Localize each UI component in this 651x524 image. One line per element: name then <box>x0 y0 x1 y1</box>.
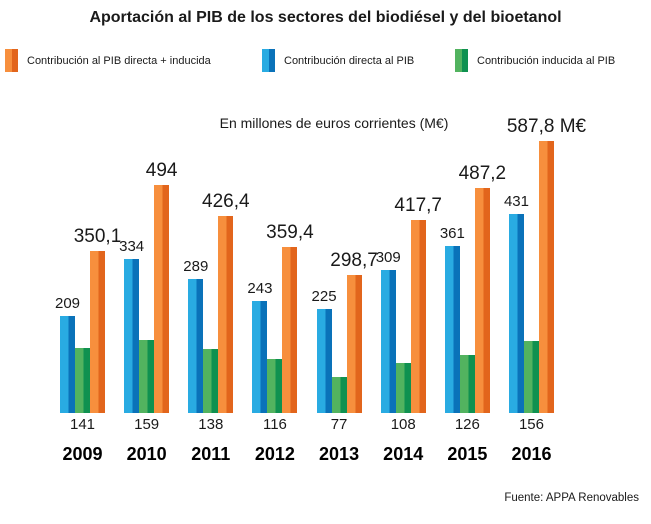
bar-directa-mas-inducida-2013 <box>346 275 362 413</box>
legend-swatch-blue-icon <box>262 49 275 72</box>
bar-directa-2016 <box>508 214 524 413</box>
bar-inducida-2016 <box>523 341 539 413</box>
year-label-2010: 2010 <box>126 444 167 464</box>
bar-directa-2011 <box>188 279 204 413</box>
bar-group-2009: 209 141 350,1 2009 <box>55 140 121 464</box>
bar-group-2012: 243 116 359,4 2012 <box>247 140 313 464</box>
bar-directa-2014 <box>380 270 396 413</box>
bar-group-2014: 309 108 417,7 2014 <box>376 140 442 464</box>
source-note: Fuente: APPA Renovables <box>504 492 639 504</box>
chart-title: Aportación al PIB de los sectores del bi… <box>89 9 562 26</box>
value-label-directa-2016: 431 <box>503 193 529 210</box>
legend-label-total: Contribución al PIB directa + inducida <box>27 54 211 67</box>
value-label-directa-mas-inducida-2009: 350,1 <box>73 226 122 247</box>
plot-area: 209 141 350,1 2009 334 159 494 2010 289 138 426,4 2… <box>55 117 586 464</box>
value-label-directa-mas-inducida-2011: 426,4 <box>202 191 250 212</box>
bar-inducida-2011 <box>203 349 219 413</box>
legend-item-directa: Contribución directa al PIB <box>262 49 414 72</box>
year-label-2009: 2009 <box>62 444 103 464</box>
year-label-2011: 2011 <box>191 444 231 464</box>
value-label-inducida-2016: 156 <box>518 416 544 433</box>
year-label-2014: 2014 <box>383 444 424 464</box>
value-label-inducida-2014: 108 <box>390 416 416 433</box>
bar-directa-2012 <box>252 301 268 413</box>
value-label-directa-2015: 361 <box>439 225 465 242</box>
bar-group-2013: 225 77 298,7 2013 <box>312 140 378 464</box>
value-label-directa-2014: 309 <box>375 249 401 266</box>
legend-label-inducida: Contribución inducida al PIB <box>477 54 616 67</box>
chart-subtitle: En millones de euros corrientes (M€) <box>219 115 449 131</box>
value-label-directa-mas-inducida-2012: 359,4 <box>266 222 314 243</box>
legend-swatch-green-icon <box>455 49 468 72</box>
year-label-2015: 2015 <box>447 444 488 464</box>
bar-inducida-2014 <box>395 363 411 413</box>
value-label-directa-2012: 243 <box>247 280 273 297</box>
value-label-inducida-2010: 159 <box>134 416 160 433</box>
year-label-2016: 2016 <box>511 444 552 464</box>
value-label-inducida-2015: 126 <box>454 416 480 433</box>
legend: Contribución al PIB directa + inducida C… <box>0 49 651 75</box>
legend-label-directa: Contribución directa al PIB <box>284 54 415 67</box>
value-label-directa-2013: 225 <box>311 288 337 305</box>
legend-swatch-orange-icon <box>5 49 18 72</box>
bar-directa-mas-inducida-2016 <box>538 141 554 413</box>
value-label-inducida-2009: 141 <box>69 416 96 433</box>
year-label-2012: 2012 <box>254 444 295 464</box>
bar-group-2011: 289 138 426,4 2011 <box>183 140 249 464</box>
bar-inducida-2012 <box>267 359 283 413</box>
legend-item-total: Contribución al PIB directa + inducida <box>5 49 211 72</box>
value-label-directa-mas-inducida-2014: 417,7 <box>394 195 442 216</box>
value-label-inducida-2012: 116 <box>262 416 287 433</box>
bar-directa-2009 <box>60 316 75 413</box>
bar-group-2010: 334 159 494 2010 <box>119 140 177 464</box>
bar-inducida-2009 <box>75 348 90 413</box>
bar-directa-2015 <box>444 246 460 413</box>
value-label-inducida-2013: 77 <box>330 416 348 433</box>
bar-inducida-2013 <box>331 377 347 413</box>
bar-inducida-2010 <box>139 340 155 413</box>
bar-directa-mas-inducida-2010 <box>154 185 170 413</box>
value-label-directa-mas-inducida-2016: 587,8 M€ <box>506 116 587 137</box>
value-label-directa-mas-inducida-2013: 298,7 <box>330 250 378 271</box>
value-label-directa-2009: 209 <box>54 295 81 312</box>
bar-directa-2013 <box>316 309 332 413</box>
bar-directa-mas-inducida-2012 <box>282 247 298 413</box>
bar-inducida-2015 <box>459 355 475 413</box>
bar-group-2016: 431 156 587,8 M€ 2016 <box>504 117 586 464</box>
bar-group-2015: 361 126 487,2 2015 <box>440 140 506 464</box>
year-label-2013: 2013 <box>319 444 360 464</box>
legend-item-inducida: Contribución inducida al PIB <box>455 49 615 72</box>
value-label-directa-2011: 289 <box>183 258 209 275</box>
bar-directa-mas-inducida-2009 <box>90 251 105 413</box>
value-label-directa-mas-inducida-2015: 487,2 <box>458 163 507 184</box>
bar-directa-mas-inducida-2015 <box>474 188 490 413</box>
bar-directa-mas-inducida-2011 <box>218 216 234 413</box>
value-label-inducida-2011: 138 <box>198 416 224 433</box>
value-label-directa-mas-inducida-2010: 494 <box>145 160 178 181</box>
value-label-directa-2010: 334 <box>119 238 145 255</box>
bar-directa-2010 <box>124 259 140 413</box>
bar-directa-mas-inducida-2014 <box>410 220 426 413</box>
